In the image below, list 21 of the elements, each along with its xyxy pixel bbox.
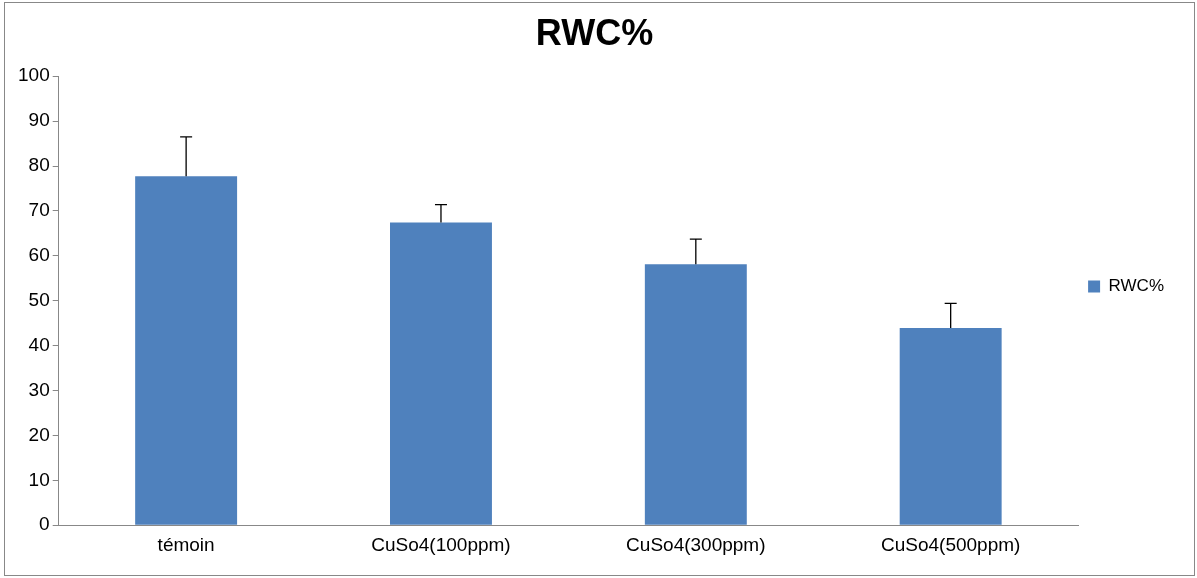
bar [390,222,492,525]
y-tick-label: 10 [28,468,50,490]
x-tick-label: CuSo4(300ppm) [626,533,766,555]
y-tick-label: 0 [39,513,50,535]
y-tick-label: 100 [18,64,50,86]
y-tick-label: 90 [28,109,50,131]
x-tick-label: CuSo4(500ppm) [880,533,1021,555]
y-tick-label: 40 [28,333,50,355]
bar [899,328,1002,525]
legend-label: RWC% [1108,276,1165,296]
y-tick-label: 20 [28,423,50,445]
chart-title: RWC% [535,11,654,53]
x-tick-label: CuSo4(100ppm) [371,533,511,555]
bar [644,264,747,525]
y-tick-label: 60 [28,244,50,266]
y-tick-label: 30 [28,378,50,400]
y-tick-label: 50 [28,288,50,310]
x-tick-label: témoin [157,533,215,555]
bar [135,176,238,525]
y-tick-label: 80 [28,154,50,176]
y-tick-label: 70 [28,199,50,221]
